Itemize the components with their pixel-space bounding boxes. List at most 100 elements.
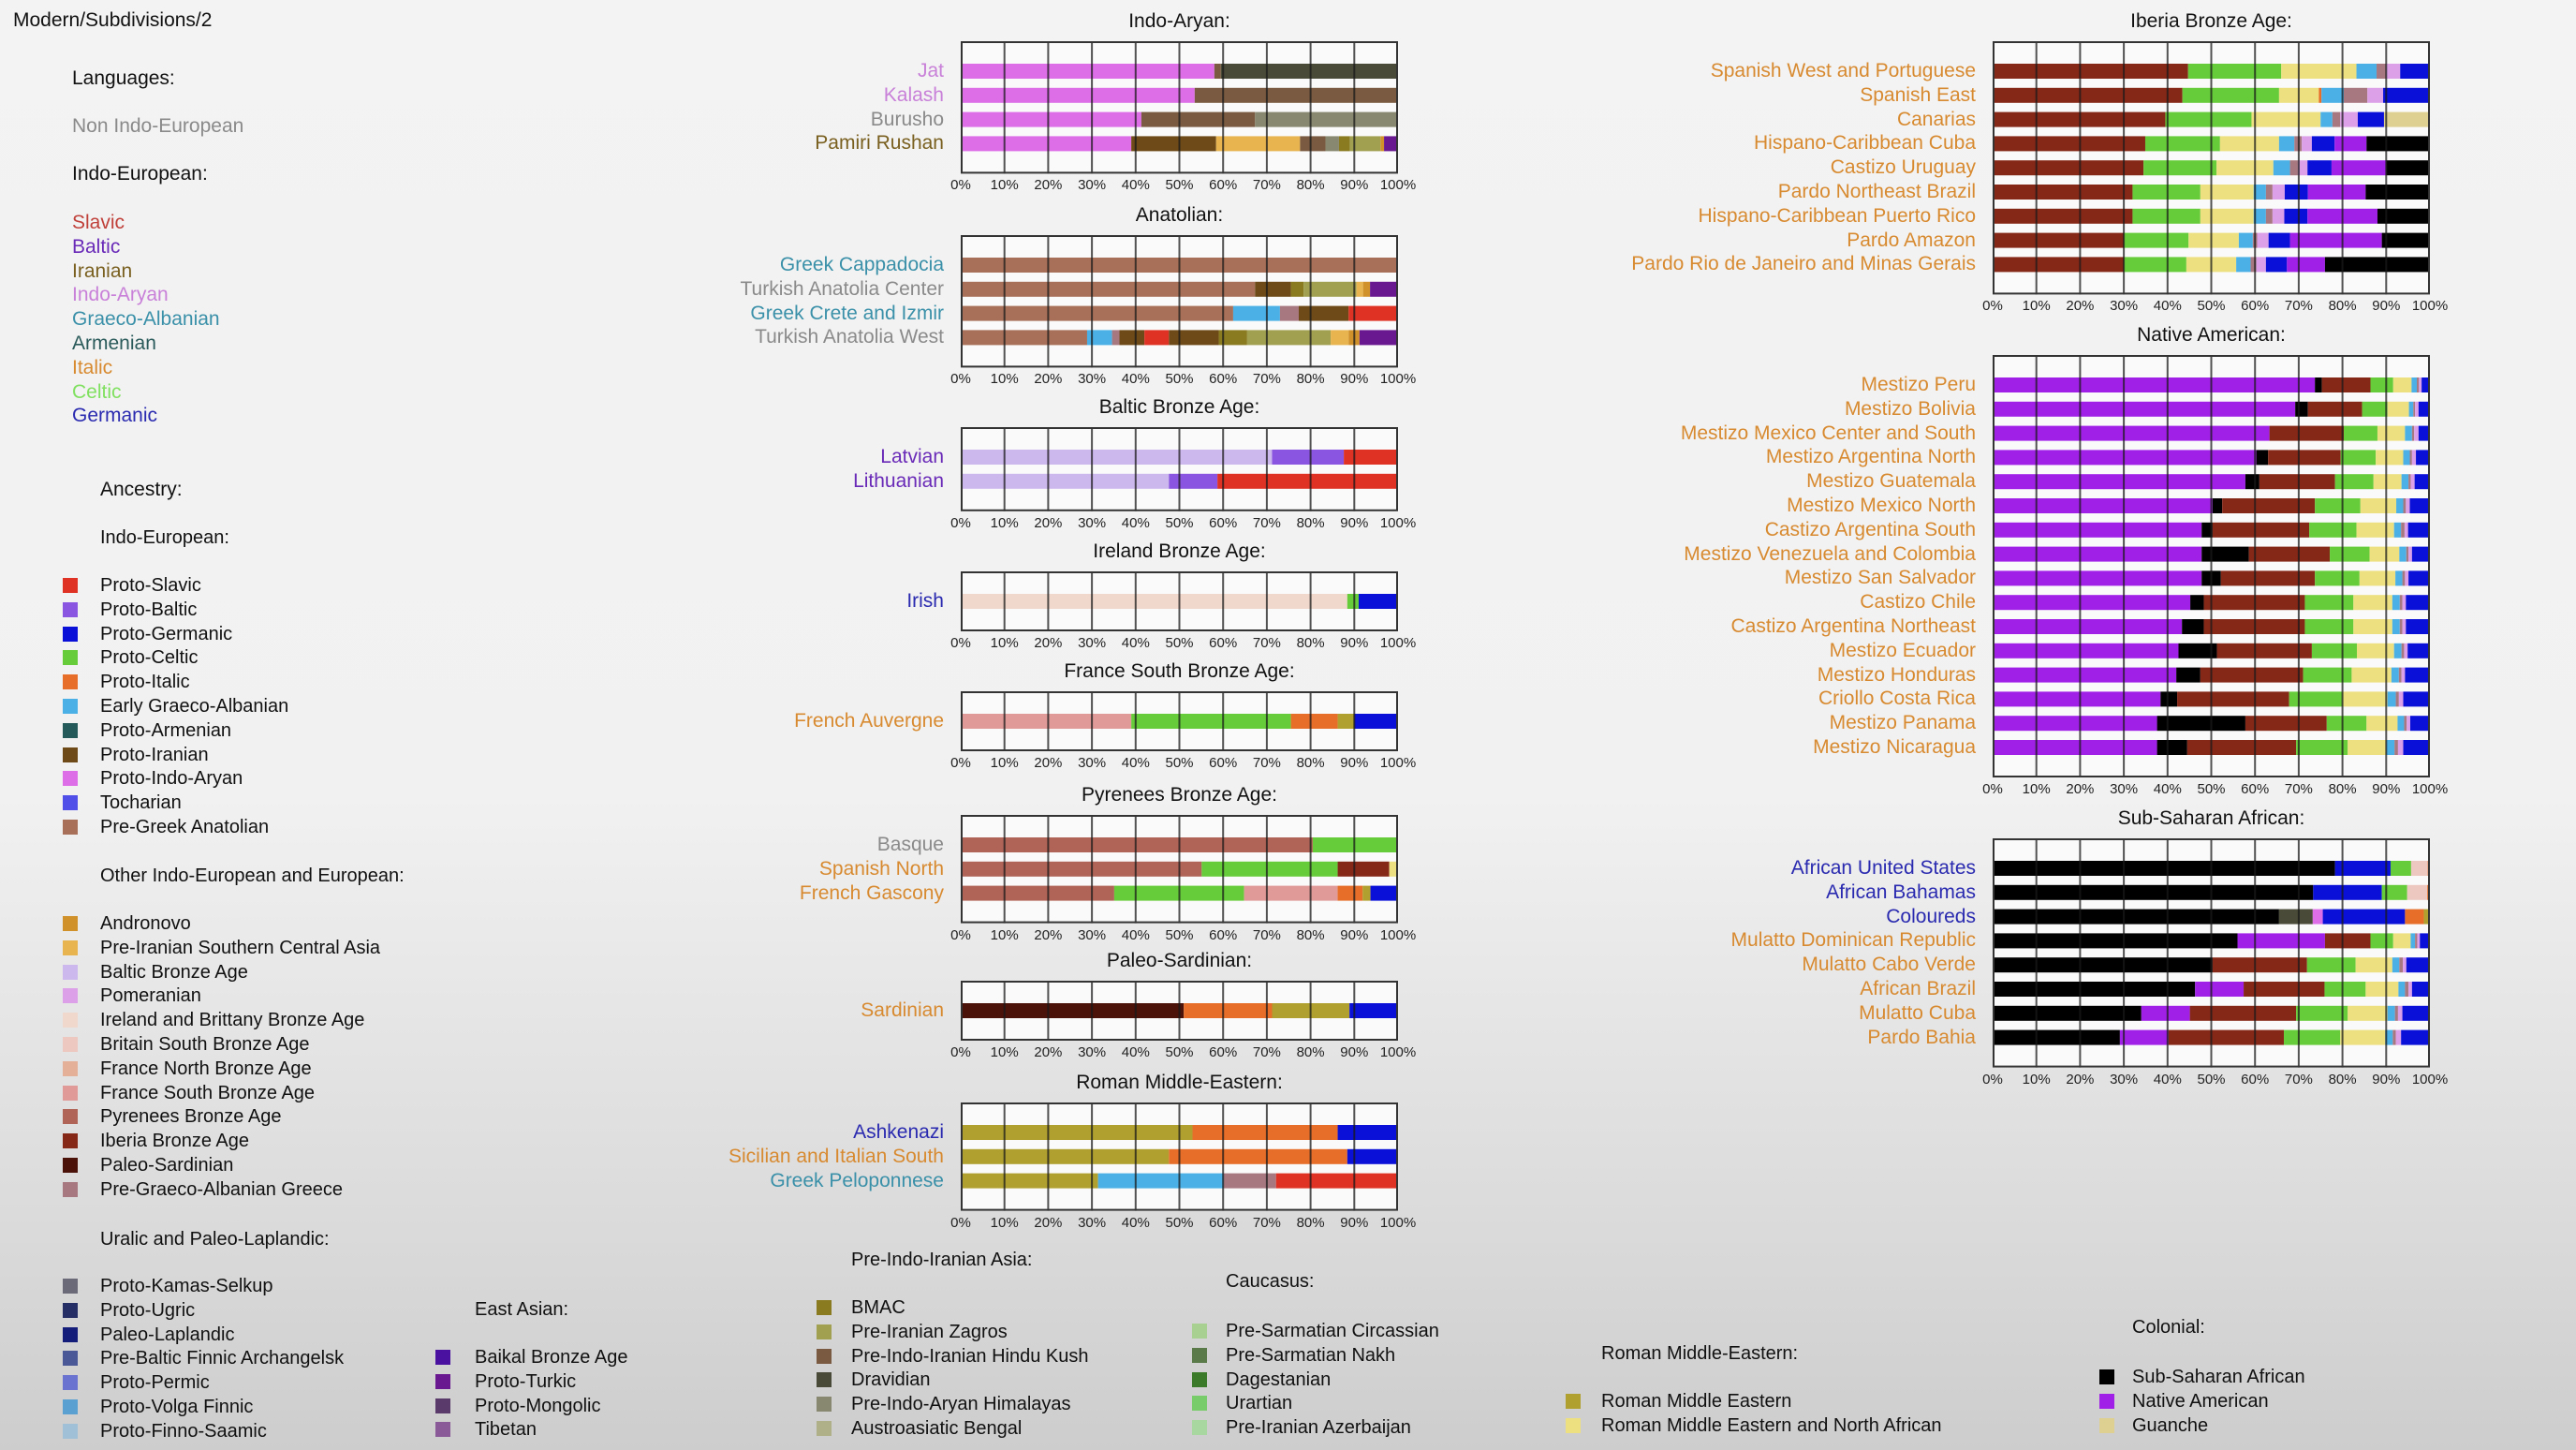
- row-label: Hispano-Caribbean Puerto Rico: [1698, 204, 1977, 227]
- bar-segment: [2190, 595, 2204, 611]
- bar-segment: [2392, 957, 2400, 973]
- bar-segment: [2220, 570, 2316, 586]
- legend-swatch-icon: [63, 964, 78, 980]
- row-label: Castizo Argentina Northeast: [1730, 615, 1976, 637]
- legend-item-label: Proto-Slavic: [100, 575, 201, 596]
- bar-segment: [2390, 861, 2411, 876]
- chart-title: Anatolian:: [1135, 204, 1224, 226]
- x-tick-label: 50%: [2197, 1071, 2226, 1088]
- x-tick-label: 60%: [1209, 1214, 1238, 1231]
- x-tick-label: 50%: [1165, 1214, 1194, 1231]
- legend-swatch-icon: [63, 1375, 78, 1391]
- x-tick-label: 90%: [2372, 781, 2401, 797]
- bar-segment: [2383, 111, 2430, 127]
- language-item: Slavic: [72, 212, 125, 233]
- legend-group-heading: Caucasus:: [1226, 1271, 1315, 1292]
- bar-segment: [2272, 208, 2285, 224]
- x-tick-label: 70%: [1252, 755, 1281, 771]
- legend-swatch-icon: [63, 916, 78, 931]
- bar-segment: [2330, 546, 2370, 562]
- bar-segment: [2359, 570, 2396, 586]
- row-label: Mestizo Nicaragua: [1813, 736, 1976, 758]
- row-label: Pardo Bahia: [1867, 1026, 1976, 1048]
- bar-segment: [2320, 111, 2333, 127]
- x-tick-label: 10%: [2022, 781, 2051, 797]
- legend-item-label: Proto-Indo-Aryan: [100, 768, 243, 790]
- row-label: Mestizo Venezuela and Colombia: [1684, 542, 1976, 565]
- row-label: Castizo Uruguay: [1830, 156, 1976, 179]
- bar-segment: [2420, 933, 2430, 949]
- bar-segment: [2387, 1005, 2395, 1021]
- legend-swatch-icon: [1566, 1394, 1581, 1409]
- bar-segment: [1993, 595, 2191, 611]
- row-label: African United States: [1790, 857, 1976, 879]
- bar-segment: [2404, 716, 2407, 732]
- legend-swatch-icon: [63, 820, 78, 835]
- stacked-bar-chart: [961, 1102, 1398, 1211]
- languages-indo-european-heading: Indo-European:: [72, 163, 208, 185]
- x-tick-label: 80%: [1296, 755, 1325, 771]
- bar-segment: [1097, 1173, 1224, 1189]
- chart-title: Sub-Saharan African:: [2117, 807, 2305, 829]
- legend-swatch-icon: [63, 626, 78, 642]
- bar-segment: [2295, 401, 2308, 417]
- bar-segment: [1356, 281, 1363, 297]
- bar-segment: [2383, 87, 2430, 103]
- legend-group-heading: Uralic and Paleo-Laplandic:: [100, 1229, 330, 1250]
- x-tick-label: 100%: [1379, 1044, 1417, 1060]
- languages-heading: Languages:: [72, 67, 175, 89]
- legend-item-label: BMAC: [851, 1297, 905, 1318]
- plot-border: [961, 571, 1398, 631]
- bar-segment: [2418, 401, 2430, 417]
- bar-segment: [2302, 136, 2312, 152]
- legend-item-label: Dravidian: [851, 1369, 931, 1391]
- x-tick-label: 40%: [1121, 1044, 1150, 1060]
- bar-segment: [2257, 232, 2269, 248]
- bar-segment: [1169, 330, 1219, 346]
- bar-segment: [1993, 377, 2316, 392]
- bar-segment: [2414, 425, 2419, 441]
- bar-segment: [2413, 401, 2416, 417]
- bar-segment: [2356, 64, 2377, 79]
- bar-segment: [2386, 64, 2401, 79]
- bar-segment: [1131, 714, 1291, 729]
- x-tick-label: 100%: [1379, 514, 1417, 531]
- stacked-bar-chart: [961, 235, 1398, 368]
- bar-segment: [2265, 185, 2273, 200]
- bar-segment: [1111, 330, 1120, 346]
- x-tick-label: 70%: [1252, 177, 1281, 194]
- x-tick-label: 70%: [2284, 1071, 2313, 1088]
- row-label: Lithuanian: [853, 469, 944, 492]
- x-tick-label: 10%: [990, 177, 1019, 194]
- bar-segment: [2268, 232, 2290, 248]
- bar-segment: [2348, 1005, 2388, 1021]
- legend-swatch-icon: [435, 1350, 450, 1365]
- bar-segment: [2200, 667, 2304, 683]
- bar-segment: [2250, 257, 2257, 273]
- x-tick-label: 70%: [1252, 1214, 1281, 1231]
- legend-swatch-icon: [63, 650, 78, 666]
- x-tick-label: 90%: [1340, 635, 1369, 651]
- bar-segment: [2303, 667, 2352, 683]
- row-label: Burusho: [870, 108, 944, 130]
- language-item: Indo-Aryan: [72, 284, 169, 306]
- bar-segment: [1223, 1173, 1276, 1189]
- row-label: Mestizo Mexico North: [1787, 495, 1976, 516]
- row-label: Pardo Amazon: [1847, 229, 1976, 251]
- stacked-bar-chart: [1993, 838, 2430, 1068]
- legend-swatch-icon: [2099, 1417, 2114, 1433]
- language-item: Baltic: [72, 235, 121, 258]
- row-label: Pamiri Rushan: [815, 132, 944, 155]
- bar-segment: [2265, 208, 2273, 224]
- bar-segment: [2395, 570, 2403, 586]
- bar-segment: [2411, 546, 2430, 562]
- bar-segment: [2406, 546, 2409, 562]
- bar-segment: [2324, 933, 2371, 949]
- legend-swatch-icon: [2099, 1369, 2114, 1384]
- bar-segment: [2284, 185, 2308, 200]
- bar-segment: [2200, 208, 2254, 224]
- bar-segment: [1993, 474, 2245, 490]
- bar-segment: [1144, 330, 1170, 346]
- bar-segment: [2402, 570, 2406, 586]
- x-tick-label: 40%: [1121, 371, 1150, 388]
